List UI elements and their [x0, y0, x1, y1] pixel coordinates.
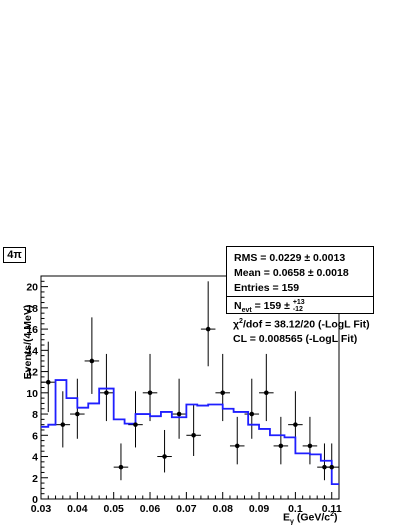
x-tick-label: 0.06	[140, 503, 161, 515]
fit-chi2-symbol: χ	[233, 318, 240, 331]
data-point	[249, 411, 255, 417]
data-point	[104, 390, 109, 396]
y-tick-label: 12	[26, 367, 38, 379]
x-tick-label: 0.08	[212, 503, 233, 515]
data-point	[147, 390, 153, 396]
stats-nevt-down: -12	[292, 306, 303, 313]
y-tick-label: 18	[26, 303, 38, 315]
canvas-tag-text: 4π	[7, 249, 22, 261]
stats-box: RMS = 0.0229 ± 0.0013 Mean = 0.0658 ± 0.…	[226, 246, 374, 314]
stats-mean-value: 0.0658	[272, 267, 305, 279]
stats-nevt: Nevt = 159 ± +13 -12	[234, 299, 305, 314]
y-axis-title-text: Events/(4 MeV)	[22, 304, 34, 380]
data-point	[329, 464, 335, 470]
data-point	[205, 326, 211, 332]
x-tick-label: 0.07	[176, 503, 197, 515]
y-tick-label: 20	[26, 282, 38, 294]
x-axis-title-sub: γ	[290, 518, 294, 526]
y-tick-label: 0	[32, 494, 38, 506]
data-point	[264, 390, 269, 396]
fit-curve-path	[41, 379, 339, 486]
y-axis-title: Events/(4 MeV)	[22, 297, 34, 387]
stats-nevt-label: N	[234, 299, 242, 312]
stats-rms-value: 0.0229	[269, 252, 302, 264]
stats-nevt-value: = 159 ±	[251, 299, 290, 312]
data-point	[162, 454, 167, 459]
data-point	[220, 390, 226, 396]
stats-nevt-sub: evt	[241, 306, 252, 314]
x-tick-label: 0.05	[103, 503, 124, 515]
data-point	[89, 358, 95, 364]
stats-rms-label: RMS =	[234, 252, 270, 264]
fit-cl-text: CL = 0.008565 (-LogL Fit)	[233, 333, 358, 345]
fit-chi2: χ2/dof = 38.12/20 (-LogL Fit)	[233, 318, 370, 331]
x-axis-title-sup: 2	[330, 511, 335, 518]
stats-mean-err: 0.0018	[316, 267, 349, 279]
y-tick-label: 2	[32, 473, 38, 485]
fit-cl: CL = 0.008565 (-LogL Fit)	[233, 333, 357, 345]
stats-divider	[227, 296, 373, 297]
y-tick-label: 8	[32, 409, 38, 421]
data-point	[191, 432, 196, 438]
y-axis-ticks: 0 2 4 6 8 10 12 14 16 18 20	[26, 275, 48, 506]
data-point	[118, 464, 124, 470]
stats-entries-value: 159	[281, 282, 300, 294]
data-point	[234, 443, 240, 449]
stats-entries: Entries = 159	[234, 282, 299, 294]
x-tick-label: 0.11	[322, 503, 342, 515]
data-point	[60, 422, 66, 427]
fit-chi2-text: /dof = 38.12/20 (-LogL Fit)	[242, 318, 370, 331]
data-points	[45, 326, 335, 470]
data-point	[176, 411, 182, 417]
x-axis-title: Eγ (GeV/c2)	[283, 511, 338, 526]
canvas-tag: 4π	[3, 247, 26, 263]
x-tick-label: 0.04	[67, 503, 88, 515]
data-point	[293, 422, 298, 427]
x-tick-label: 0.09	[249, 503, 270, 515]
stats-rms: RMS = 0.0229 ± 0.0013	[234, 252, 346, 264]
data-point	[322, 464, 327, 470]
data-point	[307, 443, 313, 449]
stats-mean: Mean = 0.0658 ± 0.0018	[234, 267, 349, 279]
y-tick-label: 16	[26, 324, 38, 336]
x-axis-title-unit: (GeV/c	[293, 511, 331, 524]
data-point	[278, 443, 284, 449]
y-tick-label: 10	[26, 388, 38, 400]
x-axis-title-e: E	[283, 511, 291, 524]
data-point	[133, 422, 138, 427]
stats-rms-err: 0.0013	[313, 252, 346, 264]
fit-curve	[41, 379, 339, 486]
x-axis-title-end: )	[334, 511, 338, 524]
x-tick-label: 0.1	[288, 503, 303, 515]
y-tick-label: 14	[26, 345, 38, 357]
x-tick-label: 0.03	[31, 503, 52, 515]
y-tick-label: 6	[32, 430, 38, 442]
x-axis-ticks: 0.03 0.04 0.05 0.06 0.07 0.08 0.09 0.1 0.11	[31, 492, 342, 515]
y-tick-label: 4	[32, 452, 38, 464]
stats-nevt-up: +13	[292, 299, 305, 306]
stats-entries-label: Entries =	[234, 282, 282, 294]
data-point	[45, 379, 51, 385]
stats-mean-label: Mean =	[234, 267, 273, 279]
stats-nevt-errors: +13 -12	[293, 299, 305, 313]
data-point	[75, 411, 80, 417]
fit-chi2-sup: 2	[239, 318, 243, 325]
